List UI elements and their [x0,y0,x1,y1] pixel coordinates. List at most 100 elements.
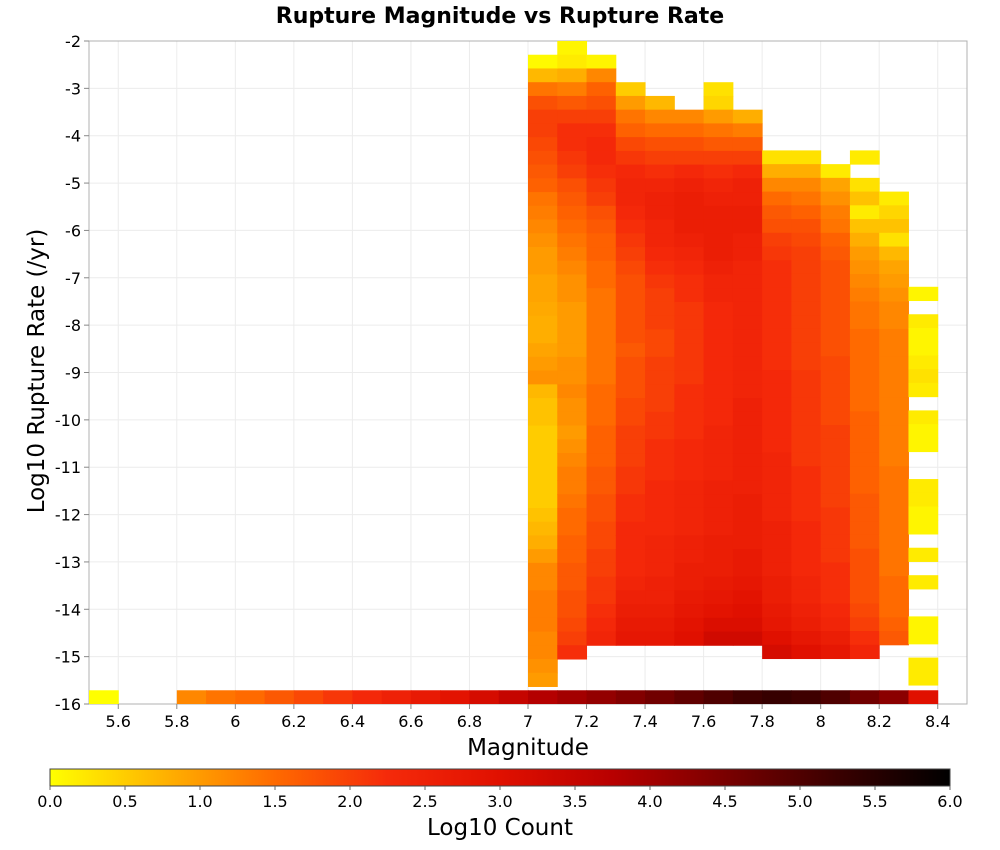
heatmap-cell [528,220,558,234]
heatmap-cell [879,453,909,467]
colorbar-tick-label: 0.0 [37,792,62,811]
heatmap-cell [850,233,880,247]
heatmap-cell [791,274,821,288]
heatmap-cell [557,412,587,426]
heatmap-cell [557,82,587,96]
heatmap-cell [557,508,587,522]
heatmap-cell [733,206,763,220]
heatmap-cell [791,247,821,261]
heatmap-cell [528,645,558,659]
heatmap-cell [704,357,734,371]
x-tick-label: 5.8 [164,712,189,731]
heatmap-cell [850,645,880,659]
heatmap-cell [850,343,880,357]
heatmap-cell [850,453,880,467]
heatmap-cell [557,453,587,467]
heatmap-cell [762,315,792,329]
heatmap-cell [850,535,880,549]
y-tick-label: -2 [65,32,81,51]
heatmap-cell [528,690,558,704]
heatmap-cell [674,384,704,398]
heatmap-cell [850,590,880,604]
heatmap-cell [704,563,734,577]
heatmap-cell [879,690,909,704]
heatmap-cell [587,371,617,385]
heatmap-cell [733,549,763,563]
x-axis-ticks: 5.6 5.8 6 6.2 6.4 6.6 6.8 7 7.2 7.4 7.6 7.8 8 8.2 8.4 [106,704,951,731]
heatmap-cell [674,343,704,357]
y-tick-label: -8 [65,316,81,335]
heatmap-cell [674,316,704,330]
heatmap-cell [791,507,821,521]
heatmap-cell [879,398,909,412]
heatmap-cell [850,631,880,645]
heatmap-cell [616,343,646,357]
heatmap-cell [587,384,617,398]
heatmap-cell [557,288,587,302]
heatmap-cell [528,522,558,536]
heatmap-cell [674,632,704,646]
heatmap-cell [177,690,207,704]
heatmap-cell [674,288,704,302]
y-tick-label: -11 [55,458,81,477]
heatmap-cell [557,302,587,316]
heatmap-cell [557,247,587,261]
heatmap-cell [704,220,734,234]
heatmap-cell [616,426,646,440]
heatmap-cell [762,233,792,247]
heatmap-cell [879,521,909,535]
heatmap-cell [704,274,734,288]
heatmap-cell [587,151,617,165]
heatmap-cell [528,467,558,481]
heatmap-cell [616,123,646,137]
heatmap-cell [733,329,763,343]
heatmap-cell [762,617,792,631]
heatmap-cell [616,357,646,371]
heatmap-cell [762,356,792,370]
heatmap-cell [587,178,617,192]
heatmap-cell [821,398,851,412]
heatmap-cell [674,165,704,179]
heatmap-cell [528,577,558,591]
heatmap-cell [762,576,792,590]
heatmap-cell [791,590,821,604]
heatmap-cell [528,398,558,412]
heatmap-cell [645,220,675,234]
heatmap-cell [616,274,646,288]
heatmap-cell [645,590,675,604]
heatmap-cell [587,261,617,275]
heatmap-cell [616,384,646,398]
heatmap-cell [557,165,587,179]
x-axis-label: Magnitude [467,735,589,761]
heatmap-cell [528,82,558,96]
heatmap-cell [733,508,763,522]
heatmap-cell [557,316,587,330]
heatmap-cell [704,288,734,302]
heatmap-cell [791,617,821,631]
colorbar-tick-label: 1.0 [187,792,212,811]
heatmap-cell [557,357,587,371]
colorbar-ticks: 0.0 0.5 1.0 1.5 2.0 2.5 3.0 3.5 4.0 4.5 5.0 5.5 6.0 [37,786,962,811]
heatmap-cell [616,371,646,385]
heatmap-cell [821,343,851,357]
heatmap-cell [821,494,851,508]
heatmap-cell [616,302,646,316]
heatmap-cell [557,494,587,508]
heatmap-cell [791,521,821,535]
heatmap-cell [557,206,587,220]
heatmap-cell [791,219,821,233]
heatmap-cell [879,219,909,233]
heatmap-cell [879,631,909,645]
heatmap-cell [762,205,792,219]
heatmap-cell [587,302,617,316]
heatmap-cell [528,604,558,618]
heatmap-cell [411,690,441,704]
heatmap-cell [674,371,704,385]
heatmap-cell [674,690,704,704]
chart-title: Rupture Magnitude vs Rupture Rate [276,4,724,29]
heatmap-cell [616,288,646,302]
heatmap-cell [674,178,704,192]
heatmap-cell [821,260,851,274]
heatmap-cell [733,563,763,577]
heatmap-cell [616,412,646,426]
